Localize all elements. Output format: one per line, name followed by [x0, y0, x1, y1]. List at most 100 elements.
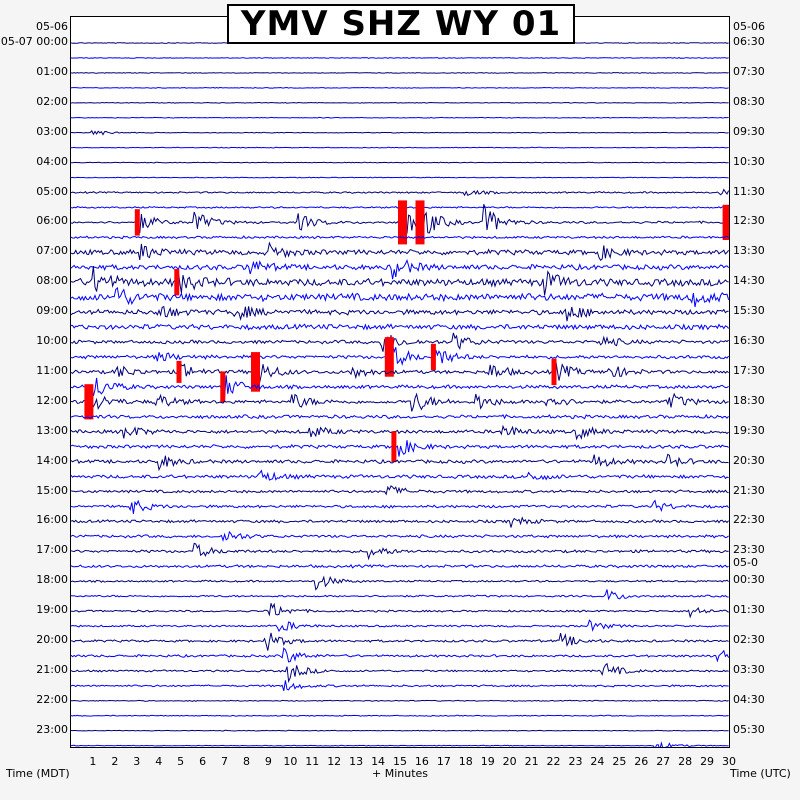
trace-row	[71, 589, 729, 601]
minute-tick-label: 22	[546, 755, 561, 768]
trace-row	[71, 680, 729, 691]
left-hour-label: 04:00	[36, 154, 68, 168]
left-hour-label: 06:00	[36, 214, 68, 228]
trace-row	[71, 729, 729, 732]
minute-tick-label: 11	[305, 755, 320, 768]
left-hour-label: 20:00	[36, 633, 68, 646]
minute-tick-label: 10	[283, 755, 298, 768]
left-hour-label: 03:00	[36, 124, 68, 138]
trace-row	[71, 453, 729, 472]
right-hour-label: 15:30	[733, 304, 765, 318]
minute-tick-label: 24	[590, 755, 605, 768]
right-hour-label: 18:30	[733, 393, 765, 407]
right-hour-label: 17:30	[733, 363, 765, 377]
left-hour-label: 05:00	[36, 184, 68, 198]
right-hour-label: 08:30	[733, 94, 765, 108]
minute-tick-label: 19	[480, 755, 495, 768]
seismogram-traces	[71, 42, 729, 747]
trace-row	[71, 130, 729, 136]
right-hour-label: 04:30	[733, 692, 765, 706]
left-hour-label: 18:00	[36, 573, 68, 587]
left-date-label: 05-07	[0, 35, 33, 48]
clipped-event	[551, 358, 557, 386]
right-hour-label: 03:30	[733, 662, 765, 676]
minute-tick-label: 17	[436, 755, 451, 768]
left-hour-label: 01:00	[36, 64, 68, 78]
right-hour-label: 09:30	[733, 124, 765, 138]
right-hour-label: 06:30	[733, 35, 765, 48]
left-hour-text: 00:00	[36, 35, 68, 48]
trace-row	[71, 619, 729, 633]
left-hour-label: 16:00	[36, 513, 68, 527]
minute-tick-label: 2	[111, 755, 119, 768]
clipped-event	[174, 269, 180, 296]
minute-tick-label: 5	[177, 755, 185, 768]
minute-tick-label: 29	[700, 755, 715, 768]
trace-row	[71, 86, 729, 89]
minute-tick-label: 12	[327, 755, 342, 768]
right-hour-label: 07:30	[733, 64, 765, 78]
trace-row	[71, 699, 729, 702]
trace-row	[71, 542, 729, 561]
trace-row	[71, 424, 729, 441]
trace-row	[71, 323, 729, 331]
right-hour-label: 12:30	[733, 214, 765, 228]
trace-row	[71, 101, 729, 104]
right-date-label: 05-06	[733, 20, 765, 33]
trace-row	[71, 176, 729, 179]
minute-tick-label: 3	[133, 755, 141, 768]
clipped-event	[430, 343, 436, 371]
trace-row	[71, 241, 729, 261]
right-date-label: 05-0	[733, 556, 758, 569]
left-hour-label: 09:00	[36, 304, 68, 318]
trace-row	[71, 714, 729, 717]
minute-tick-label: 8	[242, 755, 250, 768]
left-hour-label: 08:00	[36, 274, 68, 288]
helicorder-plot	[70, 16, 730, 748]
left-hour-label: 11:00	[36, 363, 68, 377]
minute-tick-label: 13	[349, 755, 364, 768]
trace-row	[71, 530, 729, 543]
left-axis-caption: Time (MDT)	[6, 767, 70, 780]
trace-row	[71, 602, 729, 619]
clipped-event	[220, 371, 226, 403]
minute-tick-label: 21	[524, 755, 539, 768]
trace-row	[71, 266, 729, 296]
minute-tick-label: 1	[89, 755, 97, 768]
left-hour-label: 19:00	[36, 603, 68, 617]
minute-tick-label: 30	[722, 755, 736, 768]
trace-row	[71, 161, 729, 164]
trace-row	[71, 360, 729, 383]
minute-tick-label: 18	[458, 755, 473, 768]
clipped-event	[84, 384, 94, 420]
left-hour-label: 17:00	[36, 543, 68, 557]
minute-tick-label: 20	[502, 755, 517, 768]
clipped-event	[176, 360, 182, 383]
right-hour-label: 11:30	[733, 184, 765, 198]
right-hour-label: 21:30	[733, 483, 765, 497]
clipped-event	[134, 209, 140, 236]
right-hour-label: 13:30	[733, 244, 765, 258]
left-hour-label: 05-07 00:00	[0, 35, 68, 48]
left-hour-label: 21:00	[36, 662, 68, 676]
minute-tick-label: 14	[371, 755, 386, 768]
left-hour-label: 14:00	[36, 453, 68, 467]
minute-tick-label: 25	[612, 755, 627, 768]
right-hour-label: 05:30	[733, 722, 765, 736]
right-hour-label: 22:30	[733, 513, 765, 527]
trace-row	[71, 57, 729, 59]
left-hour-label: 22:00	[36, 692, 68, 706]
left-hour-label: 13:00	[36, 423, 68, 437]
trace-row	[71, 305, 729, 322]
minute-tick-label: 15	[393, 755, 407, 768]
minute-tick-label: 26	[634, 755, 649, 768]
left-hour-label: 23:00	[36, 722, 68, 736]
right-hour-label: 00:30	[733, 573, 765, 587]
trace-row	[71, 286, 729, 308]
trace-row	[71, 564, 729, 569]
clipped-event	[722, 204, 729, 240]
right-hour-label: 23:30	[733, 543, 765, 557]
trace-row	[71, 575, 729, 591]
trace-row	[71, 440, 729, 457]
left-date-label: 05-06	[36, 20, 68, 33]
